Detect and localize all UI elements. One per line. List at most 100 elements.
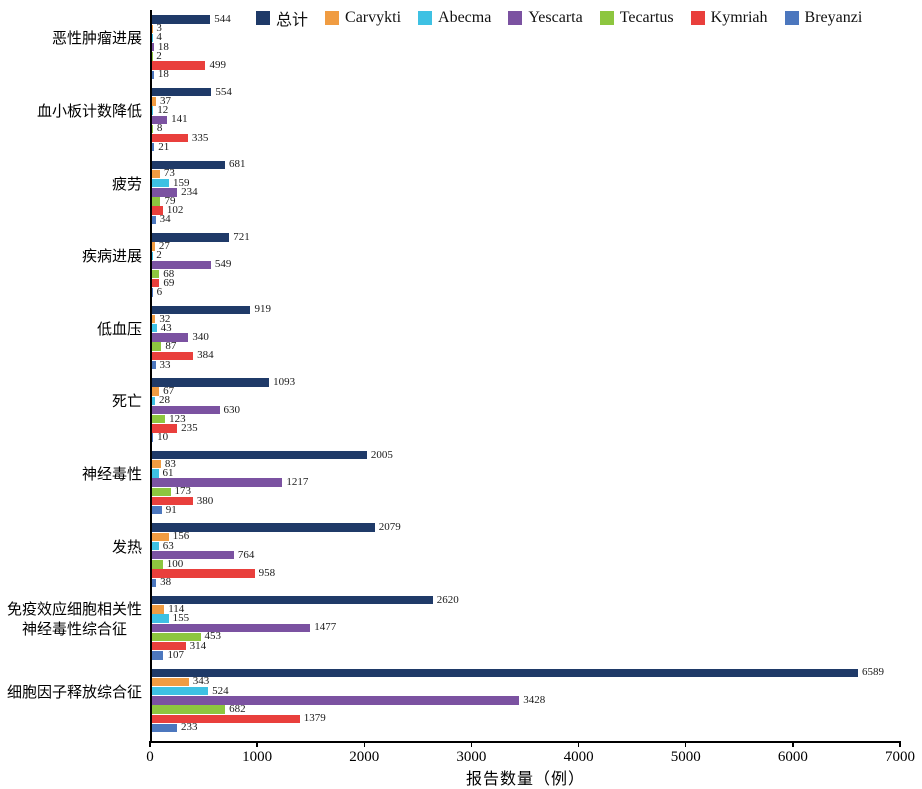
bar-row: 91 (152, 506, 901, 515)
bar-value-label: 87 (165, 341, 176, 352)
bar-carvykti (152, 315, 155, 323)
bar-value-label: 63 (163, 541, 174, 552)
bar-row: 32 (152, 315, 901, 324)
bar-abecma (152, 397, 155, 405)
bar-value-label: 1093 (273, 377, 295, 388)
bar-value-label: 2 (156, 51, 162, 62)
bar-value-label: 100 (167, 559, 184, 570)
bar-value-label: 155 (173, 613, 190, 624)
bar-row: 63 (152, 541, 901, 550)
bar-row: 958 (152, 569, 901, 578)
bar-breyanzi (152, 724, 177, 732)
bar-carvykti (152, 97, 156, 105)
bar-total (152, 596, 433, 604)
bar-row: 6589 (152, 668, 901, 677)
bar-value-label: 233 (181, 722, 198, 733)
bar-row: 43 (152, 324, 901, 333)
category-label: 发热 (112, 537, 142, 557)
bar-row: 4 (152, 33, 901, 42)
bar-row: 67 (152, 387, 901, 396)
bar-value-label: 453 (205, 631, 222, 642)
bar-breyanzi (152, 651, 163, 659)
bar-abecma (152, 106, 153, 114)
bar-kymriah (152, 352, 193, 360)
bar-total (152, 669, 858, 677)
bar-row: 2079 (152, 523, 901, 532)
bar-value-label: 335 (192, 133, 209, 144)
bar-value-label: 3428 (523, 695, 545, 706)
bar-value-label: 69 (163, 278, 174, 289)
bar-row: 27 (152, 242, 901, 251)
bar-value-label: 18 (158, 69, 169, 80)
x-axis-title: 报告数量（例） (150, 765, 901, 789)
bar-value-label: 173 (175, 486, 192, 497)
bar-row: 343 (152, 677, 901, 686)
category-label: 血小板计数降低 (37, 102, 142, 122)
bar-row: 2 (152, 52, 901, 61)
bar-value-label: 630 (224, 405, 241, 416)
bar-row: 499 (152, 61, 901, 70)
bar-row: 453 (152, 632, 901, 641)
bar-value-label: 6 (157, 287, 163, 298)
bar-row: 18 (152, 70, 901, 79)
bar-value-label: 380 (197, 496, 214, 507)
bar-value-label: 681 (229, 159, 246, 170)
category-label: 恶性肿瘤进展 (52, 29, 142, 49)
bar-row: 630 (152, 405, 901, 414)
bar-value-label: 33 (160, 360, 171, 371)
bar-value-label: 2 (156, 250, 162, 261)
bar-value-label: 2079 (379, 522, 401, 533)
category-label: 疲劳 (112, 174, 142, 194)
bar-row: 61 (152, 469, 901, 478)
bar-row: 681 (152, 160, 901, 169)
bar-value-label: 554 (215, 87, 232, 98)
bar-row: 234 (152, 188, 901, 197)
bar-value-label: 235 (181, 423, 198, 434)
bar-row: 68 (152, 269, 901, 278)
bar-value-label: 1477 (314, 622, 336, 633)
bar-value-label: 958 (259, 568, 276, 579)
bar-value-label: 544 (214, 14, 231, 25)
bar-yescarta (152, 696, 519, 704)
bar-row: 2620 (152, 596, 901, 605)
bar-row: 549 (152, 260, 901, 269)
bar-row: 2005 (152, 450, 901, 459)
bar-row: 107 (152, 651, 901, 660)
bar-carvykti (152, 242, 155, 250)
bar-row: 3428 (152, 696, 901, 705)
bar-row: 173 (152, 487, 901, 496)
bar-row: 1093 (152, 378, 901, 387)
bar-value-label: 34 (160, 214, 171, 225)
bar-row: 83 (152, 460, 901, 469)
bar-row: 69 (152, 279, 901, 288)
x-tick-label: 6000 (763, 749, 823, 766)
bar-value-label: 91 (166, 505, 177, 516)
bar-value-label: 61 (163, 468, 174, 479)
bar-value-label: 12 (157, 105, 168, 116)
bar-abecma (152, 469, 159, 477)
bar-breyanzi (152, 579, 156, 587)
bar-row: 3 (152, 24, 901, 33)
bar-value-label: 499 (209, 60, 226, 71)
bar-row: 8 (152, 124, 901, 133)
bar-row: 1217 (152, 478, 901, 487)
bar-row: 12 (152, 106, 901, 115)
bar-abecma (152, 179, 169, 187)
bar-breyanzi (152, 71, 154, 79)
bar-row: 6 (152, 288, 901, 297)
x-tick-label: 3000 (441, 749, 501, 766)
bar-row: 123 (152, 415, 901, 424)
bar-value-label: 1379 (304, 713, 326, 724)
bar-breyanzi (152, 216, 156, 224)
bar-yescarta (152, 478, 282, 486)
bar-value-label: 721 (233, 232, 250, 243)
bar-row: 141 (152, 115, 901, 124)
bar-carvykti (152, 170, 160, 178)
